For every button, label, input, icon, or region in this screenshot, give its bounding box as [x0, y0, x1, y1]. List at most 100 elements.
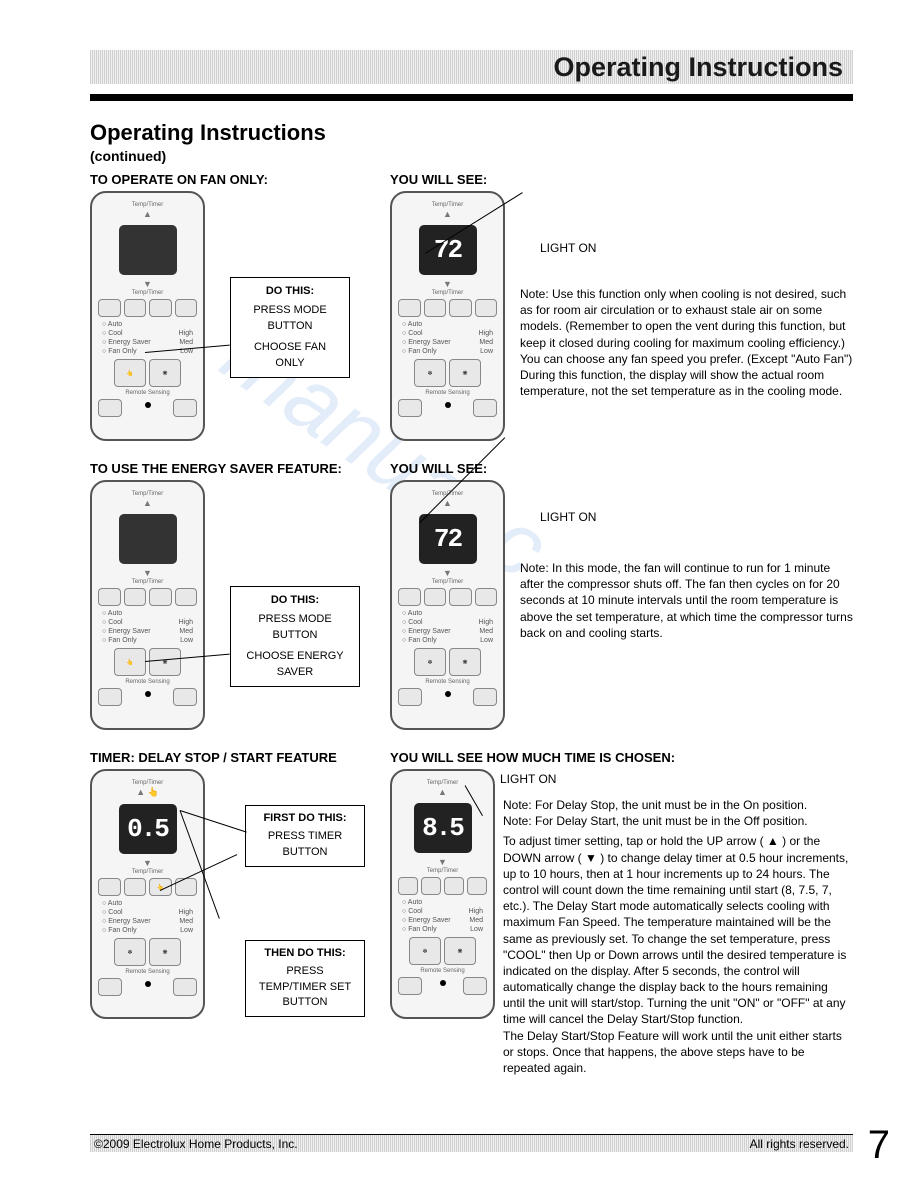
remote-btn: [444, 877, 464, 895]
remote-btn: [173, 688, 197, 706]
mode-line: High: [179, 909, 193, 916]
remote-modes: Auto CoolHigh Energy SaverMed Fan OnlyLo…: [402, 898, 483, 934]
down-arrow-icon: ▼: [98, 279, 197, 289]
footer: ©2009 Electrolux Home Products, Inc. All…: [90, 1134, 853, 1152]
remote-btn: 👆: [114, 648, 146, 676]
remote-strip: Temp/Timer: [398, 202, 497, 208]
remote-modes: Auto CoolHigh Energy SaverMed Fan OnlyLo…: [102, 320, 193, 356]
remote-btn: [463, 977, 487, 995]
remote-timer-left: Temp/Timer ▲ 👆 0.5 ▼ Temp/Timer 👆 Auto C…: [90, 769, 205, 1019]
remote-btn: ❄: [409, 937, 441, 965]
light-on-label: LIGHT ON: [500, 772, 556, 786]
instr-header: DO THIS:: [239, 284, 341, 299]
mode-line: Fan Only: [102, 927, 137, 934]
remote-strip: Temp/Timer: [98, 869, 197, 875]
mode-line: Cool: [402, 908, 423, 915]
mode-line: Med: [179, 339, 193, 346]
remote-btn: [398, 877, 418, 895]
instr-header: DO THIS:: [239, 593, 351, 608]
mode-line: Auto: [102, 610, 122, 617]
remote-btn: [124, 299, 147, 317]
mode-line: Energy Saver: [402, 628, 451, 635]
remote-btn: [421, 877, 441, 895]
remote-dot: [445, 402, 451, 408]
remote-strip: Temp/Timer: [98, 290, 197, 296]
remote-dot: [145, 402, 151, 408]
remote-btn: ❄: [114, 938, 146, 966]
mode-line: Auto: [402, 321, 422, 328]
remote-btn: [149, 299, 172, 317]
mode-line: Auto: [402, 610, 422, 617]
mode-line: Energy Saver: [102, 339, 151, 346]
up-arrow-icon: ▲: [98, 498, 197, 508]
mode-line: Fan Only: [102, 348, 137, 355]
timer-left-label: TIMER: DELAY STOP / START FEATURE: [90, 750, 370, 765]
remote-btn: [398, 399, 422, 417]
page-subtitle: (continued): [90, 148, 853, 164]
mode-line: Energy Saver: [102, 918, 151, 925]
lcd-display: 8.5: [414, 803, 472, 853]
remote-btn: [398, 588, 421, 606]
up-arrow-icon: ▲: [98, 209, 197, 219]
mode-line: High: [179, 619, 193, 626]
mode-line: Med: [469, 917, 483, 924]
mode-line: Energy Saver: [102, 628, 151, 635]
remote-strip: Temp/Timer: [398, 579, 497, 585]
remote-btn: [467, 877, 487, 895]
mode-line: Cool: [102, 330, 123, 337]
remote-energy-left: Temp/Timer ▲ ▼ Temp/Timer Auto CoolHigh …: [90, 480, 205, 730]
remote-btn: [449, 588, 472, 606]
remote-btn: [98, 588, 121, 606]
instr-header: THEN DO THIS:: [254, 947, 356, 960]
remote-btn: [398, 977, 422, 995]
timer-instr-box-1: FIRST DO THIS: PRESS TIMER BUTTON: [245, 805, 365, 867]
mode-line: Auto: [102, 321, 122, 328]
mode-line: Med: [179, 628, 193, 635]
remote-btn: [98, 299, 121, 317]
up-arrow-icon: ▲: [398, 498, 497, 508]
section-fan-only: TO OPERATE ON FAN ONLY: Temp/Timer ▲ ▼ T…: [90, 172, 853, 441]
mode-line: Energy Saver: [402, 339, 451, 346]
mode-line: Low: [180, 927, 193, 934]
remote-btn: [173, 399, 197, 417]
mode-line: High: [479, 330, 493, 337]
footer-copyright: ©2009 Electrolux Home Products, Inc.: [94, 1137, 298, 1151]
remote-dot: [445, 691, 451, 697]
timer-right-label: YOU WILL SEE HOW MUCH TIME IS CHOSEN:: [390, 750, 853, 765]
mode-line: Low: [480, 637, 493, 644]
energy-saver-left-label: TO USE THE ENERGY SAVER FEATURE:: [90, 461, 370, 476]
instr-line: CHOOSE FAN ONLY: [239, 340, 341, 371]
mode-line: Cool: [402, 330, 423, 337]
up-arrow-icon: ▲: [398, 787, 487, 797]
remote-btn: ❋: [149, 648, 181, 676]
mode-line: Low: [470, 926, 483, 933]
remote-btn: ❋: [449, 648, 481, 676]
section-timer: TIMER: DELAY STOP / START FEATURE Temp/T…: [90, 750, 853, 1076]
page-number: 7: [868, 1123, 890, 1168]
light-on-label: LIGHT ON: [540, 510, 596, 524]
remote-strip: Remote Sensing: [98, 679, 197, 685]
remote-strip: Temp/Timer: [398, 780, 487, 786]
instr-line: PRESS TEMP/TIMER SET BUTTON: [254, 964, 356, 1010]
mode-line: Energy Saver: [402, 917, 451, 924]
energy-instr-box: DO THIS: PRESS MODE BUTTON CHOOSE ENERGY…: [230, 586, 360, 687]
remote-btn: ❋: [149, 938, 181, 966]
remote-modes: Auto CoolHigh Energy SaverMed Fan OnlyLo…: [102, 899, 193, 935]
mode-line: Auto: [402, 899, 422, 906]
remote-btn: [124, 588, 147, 606]
mode-line: Fan Only: [402, 348, 437, 355]
mode-line: Med: [479, 628, 493, 635]
mode-line: Fan Only: [402, 637, 437, 644]
mode-line: High: [469, 908, 483, 915]
remote-btn: ❄: [414, 359, 446, 387]
remote-btn: [424, 299, 447, 317]
remote-strip: Remote Sensing: [98, 390, 197, 396]
remote-btn: [473, 399, 497, 417]
down-arrow-icon: ▼: [398, 279, 497, 289]
mode-line: Cool: [102, 909, 123, 916]
mode-line: High: [179, 330, 193, 337]
remote-modes: Auto CoolHigh Energy SaverMed Fan OnlyLo…: [402, 609, 493, 645]
energy-saver-note: Note: In this mode, the fan will continu…: [520, 560, 853, 641]
remote-btn: [173, 978, 197, 996]
lcd-blank: [119, 225, 177, 275]
